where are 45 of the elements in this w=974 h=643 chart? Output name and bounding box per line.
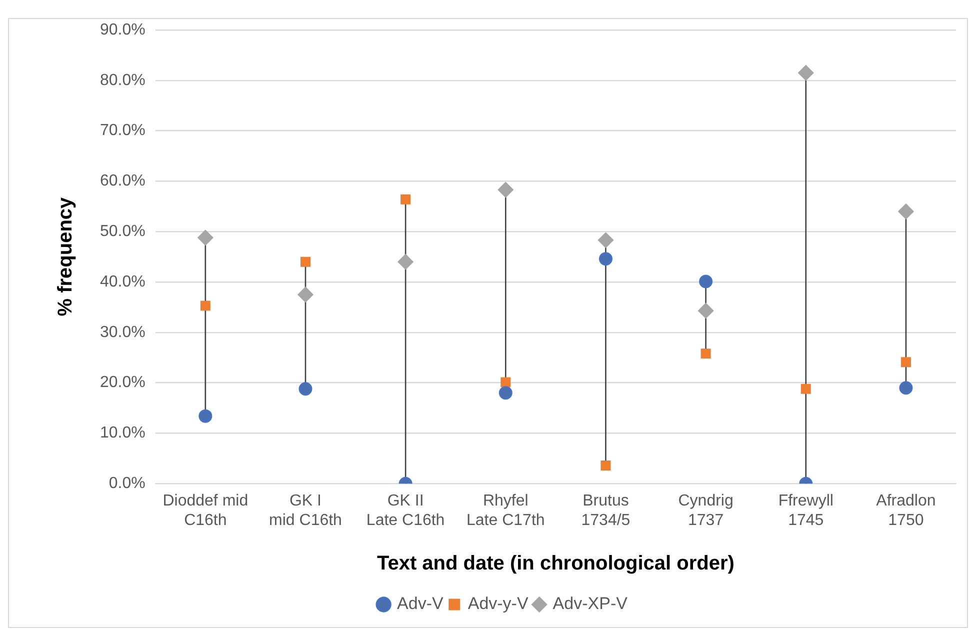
x-tick-label: GK I mid C16th (269, 492, 342, 529)
point (798, 65, 814, 81)
y-tick-label: 30.0% (100, 324, 146, 341)
y-tick-label: 80.0% (100, 72, 146, 89)
legend-label: Adv-y-V (468, 594, 529, 614)
point (898, 204, 914, 220)
y-axis-title: % frequency (54, 196, 77, 316)
y-tick-label: 60.0% (100, 172, 146, 190)
point (900, 357, 911, 368)
point (298, 286, 314, 302)
x-tick-label: Dioddef mid C16th (162, 492, 248, 529)
y-tick-label: 50.0% (100, 223, 146, 240)
x-tick-label: Brutus 1734/5 (581, 492, 630, 529)
y-tick-label: 0.0% (108, 475, 146, 492)
point (500, 377, 511, 388)
x-tick-label: Afradlon 1750 (876, 492, 936, 529)
x-tick-label: Cyndrig 1737 (678, 492, 734, 529)
point (400, 194, 411, 204)
point (699, 274, 713, 288)
point (800, 384, 811, 394)
y-tick-label: 10.0% (100, 424, 146, 442)
point (298, 382, 312, 396)
point (200, 300, 210, 311)
x-axis-title: Text and date (in chronological order) (376, 552, 734, 575)
point (198, 230, 214, 246)
point (899, 381, 913, 395)
point (698, 302, 714, 318)
legend-label: Adv-V (397, 594, 444, 614)
x-tick-label: Ffrewyll 1745 (778, 492, 834, 529)
x-tick-label: Rhyfel Late C17th (466, 492, 545, 529)
legend-label: Adv-XP-V (552, 594, 628, 614)
y-tick-label: 40.0% (100, 273, 146, 290)
point (700, 348, 711, 359)
point (498, 386, 512, 400)
y-tick-label: 90.0% (100, 21, 146, 38)
point (398, 254, 414, 270)
x-tick-label: GK II Late C16th (366, 492, 445, 529)
point (300, 256, 310, 267)
y-tick-label: 70.0% (100, 122, 146, 140)
point (498, 182, 514, 198)
point (598, 252, 612, 266)
point (598, 232, 614, 248)
y-tick-label: 20.0% (100, 374, 146, 392)
point (198, 409, 212, 423)
point (600, 460, 611, 470)
